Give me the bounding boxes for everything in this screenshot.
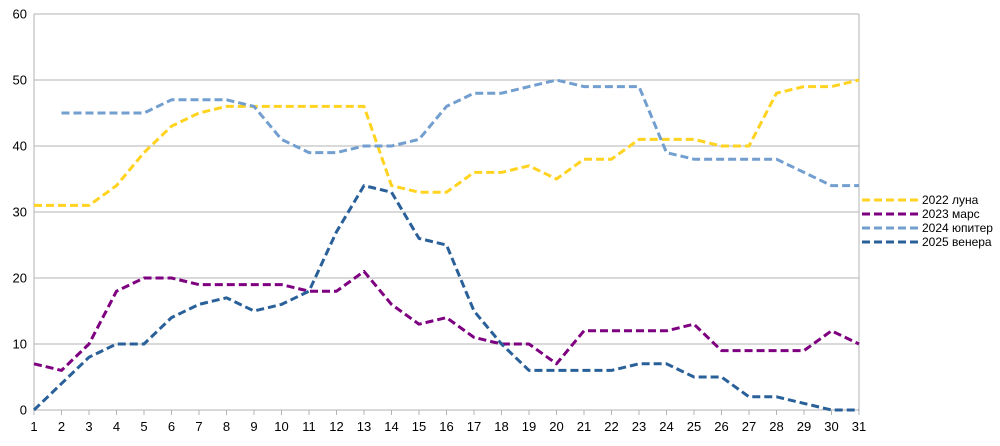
x-tick-label: 25: [687, 419, 701, 434]
y-tick-label: 40: [13, 139, 27, 154]
series-line-4: [32, 184, 859, 412]
x-tick-label: 28: [769, 419, 783, 434]
x-tick-label: 19: [522, 419, 536, 434]
x-tick-label: 3: [85, 419, 92, 434]
series-line-2: [33, 269, 860, 372]
x-tick-labels: 1 2 3 4 5 6 7 8 9 10 11 12 13 14 15 16 17 18 19 20 21 22 23 24 2…: [30, 419, 866, 434]
x-tick-label: 24: [659, 419, 673, 434]
x-tick-label: 27: [742, 419, 756, 434]
x-tick-label: 8: [223, 419, 230, 434]
x-tick-label: 9: [250, 419, 257, 434]
legend-label-4: 2025 венера: [922, 235, 992, 249]
x-tick-label: 29: [797, 419, 811, 434]
y-tick-label: 50: [13, 73, 27, 88]
legend-label-1: 2022 луна: [922, 193, 979, 207]
y-tick-label: 30: [13, 205, 27, 220]
axes: [33, 14, 860, 415]
x-tick-label: 10: [274, 419, 288, 434]
y-tick-label: 60: [13, 7, 27, 22]
x-tick-label: 18: [494, 419, 508, 434]
x-tick-label: 15: [412, 419, 426, 434]
x-tick-label: 30: [824, 419, 838, 434]
x-tick-label: 13: [357, 419, 371, 434]
series-lines: [32, 78, 860, 412]
x-tick-label: 23: [632, 419, 646, 434]
x-tick-label: 20: [549, 419, 563, 434]
x-tick-label: 14: [384, 419, 398, 434]
x-tick-label: 6: [168, 419, 175, 434]
x-tick-label: 1: [30, 419, 37, 434]
x-tick-label: 7: [195, 419, 202, 434]
y-tick-label: 0: [20, 403, 27, 418]
x-tick-label: 2: [58, 419, 65, 434]
series-line-1: [34, 78, 860, 207]
x-tick-label: 31: [852, 419, 866, 434]
x-tick-label: 12: [329, 419, 343, 434]
y-tick-label: 10: [13, 337, 27, 352]
x-tick-label: 21: [577, 419, 591, 434]
x-tick-label: 4: [113, 419, 120, 434]
legend-label-3: 2024 юпитер: [922, 221, 993, 235]
y-tick-label: 20: [13, 271, 27, 286]
series-line-3: [61, 78, 859, 188]
x-tick-label: 26: [714, 419, 728, 434]
y-tick-labels: 0 10 20 30 40 50 60: [13, 7, 27, 418]
x-tick-label: 16: [439, 419, 453, 434]
x-tick-label: 11: [302, 419, 316, 434]
x-tick-label: 5: [140, 419, 147, 434]
legend-label-2: 2023 марс: [922, 207, 980, 221]
x-tick-label: 22: [604, 419, 618, 434]
x-tick-label: 17: [467, 419, 481, 434]
